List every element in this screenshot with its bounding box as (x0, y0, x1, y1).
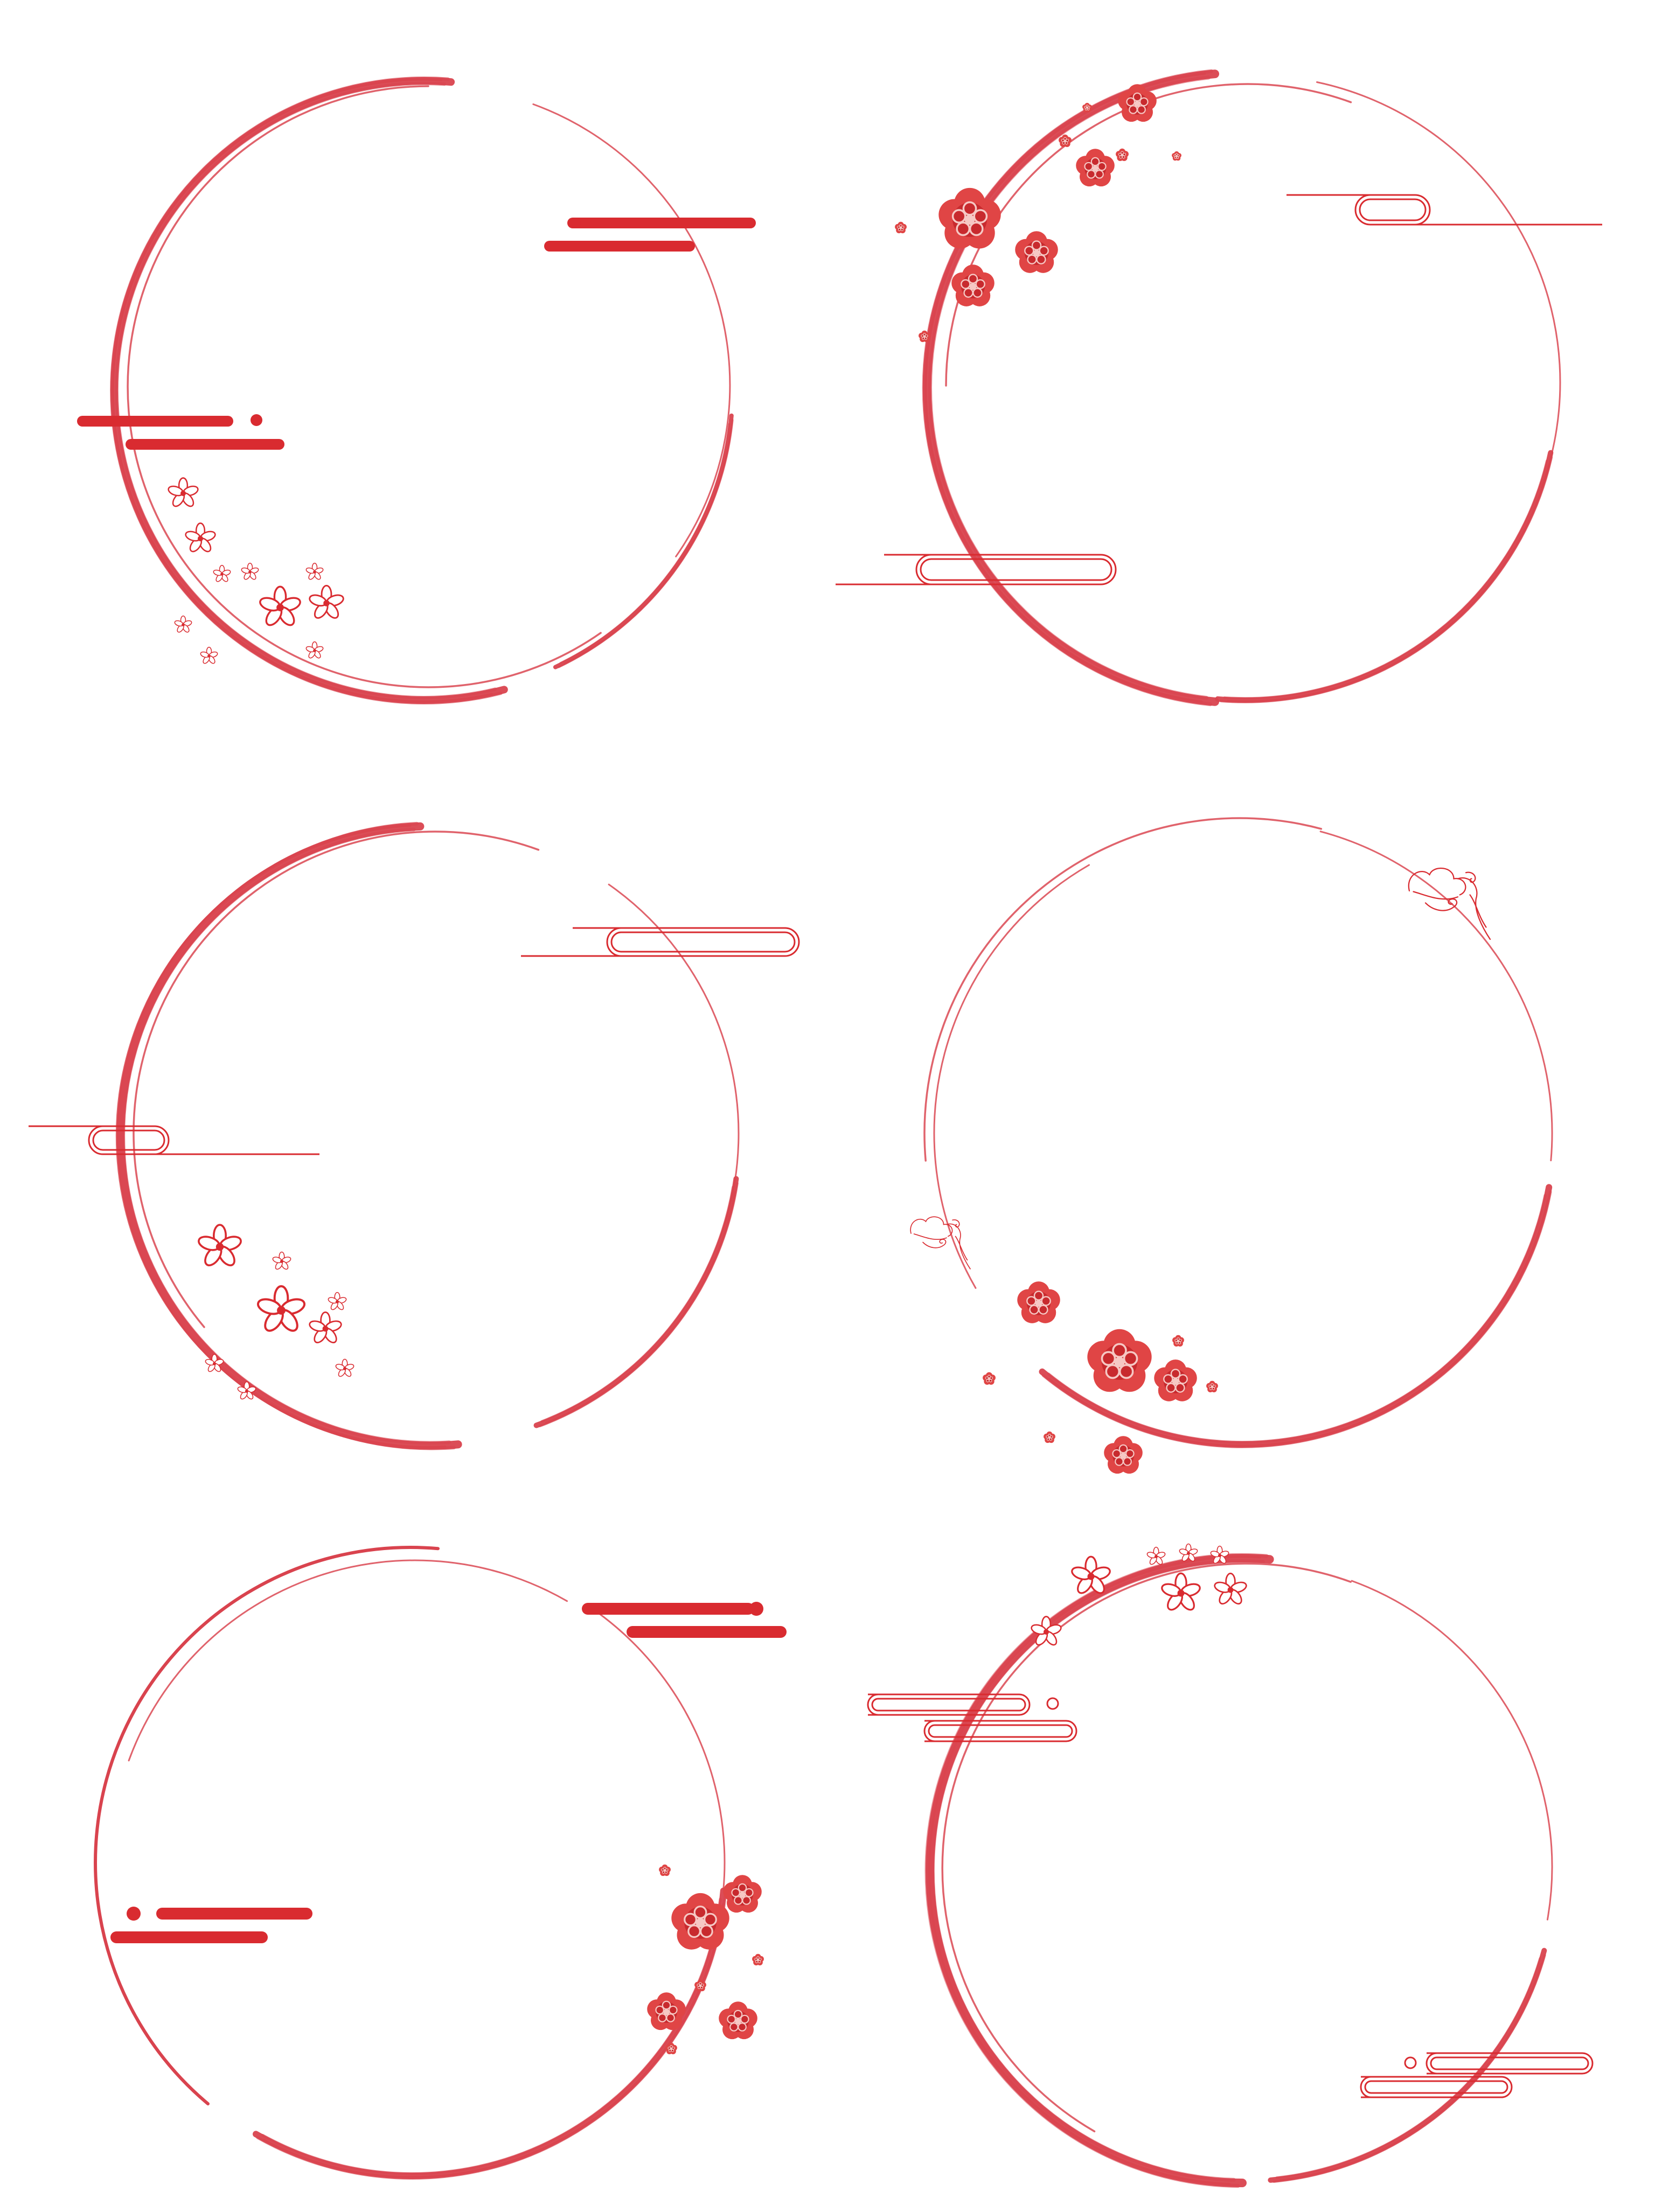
outline-flower-icon (205, 1353, 224, 1372)
plum-blossom-icon (1017, 1281, 1060, 1323)
blossom-buds-icon (895, 102, 1181, 343)
plum-blossom-icon (752, 1953, 764, 1966)
plum-blossom-icon (1087, 1329, 1152, 1392)
cloud-ribbon-icon (521, 927, 800, 957)
outline-flowers-icon (1031, 1543, 1247, 1646)
cloud-ribbon-icon (1360, 2076, 1513, 2098)
blossom-buds-icon (659, 1864, 764, 2055)
plum-blossoms-icon (938, 84, 1157, 306)
cloud-ribbon-icon (836, 554, 1117, 585)
outline-flower-icon (198, 1224, 242, 1267)
outline-flower-icon (309, 584, 344, 619)
outline-flower-icon (200, 646, 218, 664)
plum-blossom-icon (1059, 134, 1072, 148)
outline-flower-icon (272, 1251, 291, 1270)
plum-blossom-icon (1154, 1359, 1197, 1401)
outline-flower-icon (335, 1358, 354, 1377)
brush-ring-icon (922, 69, 1561, 707)
plum-blossom-icon (919, 330, 930, 343)
cloud-ribbon-icon (867, 1693, 1031, 1716)
plum-blossom-icon (951, 264, 995, 306)
plum-blossom-icon (665, 2042, 677, 2055)
brush-ring-icon (115, 821, 740, 1450)
outline-flower-icon (259, 585, 301, 626)
outline-flower-icon (241, 562, 259, 580)
outline-flower-icon (256, 1285, 306, 1332)
plum-blossom-icon (1116, 148, 1129, 162)
plum-blossom-icon (1076, 149, 1115, 187)
circle-frame-2 (828, 0, 1655, 737)
outline-flower-icon (305, 641, 324, 659)
plum-blossom-icon (1118, 84, 1157, 122)
plum-blossoms-icon (1017, 1281, 1197, 1474)
plum-blossom-icon (1104, 1436, 1143, 1474)
plum-blossom-icon (659, 1864, 671, 1876)
cloud-ribbon-icon (29, 1125, 319, 1155)
cloud-dot-icon (1404, 2056, 1417, 2069)
plum-blossom-icon (1206, 1380, 1218, 1393)
plum-blossom-icon (647, 1992, 686, 2030)
swirl-cloud-icon (910, 1216, 971, 1269)
swirl-cloud-icon (1408, 867, 1491, 940)
outline-flower-icon (174, 615, 192, 633)
plum-blossom-icon (723, 1875, 762, 1913)
plum-blossoms-icon (647, 1875, 762, 2040)
plum-blossom-icon (1172, 151, 1181, 161)
plum-blossom-icon (671, 1893, 729, 1950)
outline-flower-icon (168, 477, 199, 507)
cloud-bars-icon (110, 1602, 787, 1943)
outline-flower-icon (1161, 1572, 1201, 1611)
cloud-bars-icon (77, 218, 756, 450)
cloud-ribbon-icon (1287, 194, 1602, 226)
circle-frame-5 (0, 1475, 828, 2212)
outline-flower-icon (185, 522, 216, 553)
plum-blossom-icon (938, 187, 1001, 249)
plum-blossom-icon (1044, 1431, 1055, 1443)
outline-flower-icon (1071, 1555, 1111, 1594)
outline-flower-icon (1031, 1616, 1062, 1646)
plum-blossom-icon (694, 1979, 706, 1992)
outline-flower-icon (1214, 1573, 1247, 1605)
plum-blossom-icon (1082, 102, 1092, 113)
plum-blossom-icon (895, 221, 907, 234)
outline-flower-icon (1179, 1543, 1198, 1562)
outline-flowers-icon (198, 1224, 354, 1400)
outline-flower-icon (305, 562, 324, 580)
plum-blossom-icon (1015, 231, 1058, 273)
plum-blossom-icon (1172, 1335, 1184, 1347)
cloud-dot-icon (1046, 1697, 1059, 1710)
blossom-buds-icon (983, 1335, 1218, 1443)
circle-frame-1 (0, 0, 828, 737)
outline-flower-icon (309, 1311, 342, 1344)
brush-ring-icon (924, 1553, 1553, 2188)
circle-frame-3 (0, 737, 828, 1475)
plum-blossom-icon (983, 1372, 996, 1385)
cloud-ribbon-icon (923, 1720, 1077, 1742)
outline-flower-icon (328, 1292, 347, 1310)
outline-flower-icon (213, 564, 231, 582)
outline-flower-icon (1210, 1545, 1229, 1564)
circle-frame-6 (828, 1475, 1655, 2212)
plum-blossom-icon (719, 2001, 757, 2040)
outline-flower-icon (237, 1381, 256, 1400)
brush-ring-icon (110, 76, 734, 705)
cloud-ribbon-icon (1425, 2052, 1594, 2075)
circle-frame-4 (828, 737, 1655, 1475)
brush-ring-icon (923, 817, 1553, 1448)
outline-flower-icon (1146, 1546, 1166, 1565)
brush-ring-icon (94, 1546, 727, 2180)
outline-flowers-icon (168, 477, 344, 664)
